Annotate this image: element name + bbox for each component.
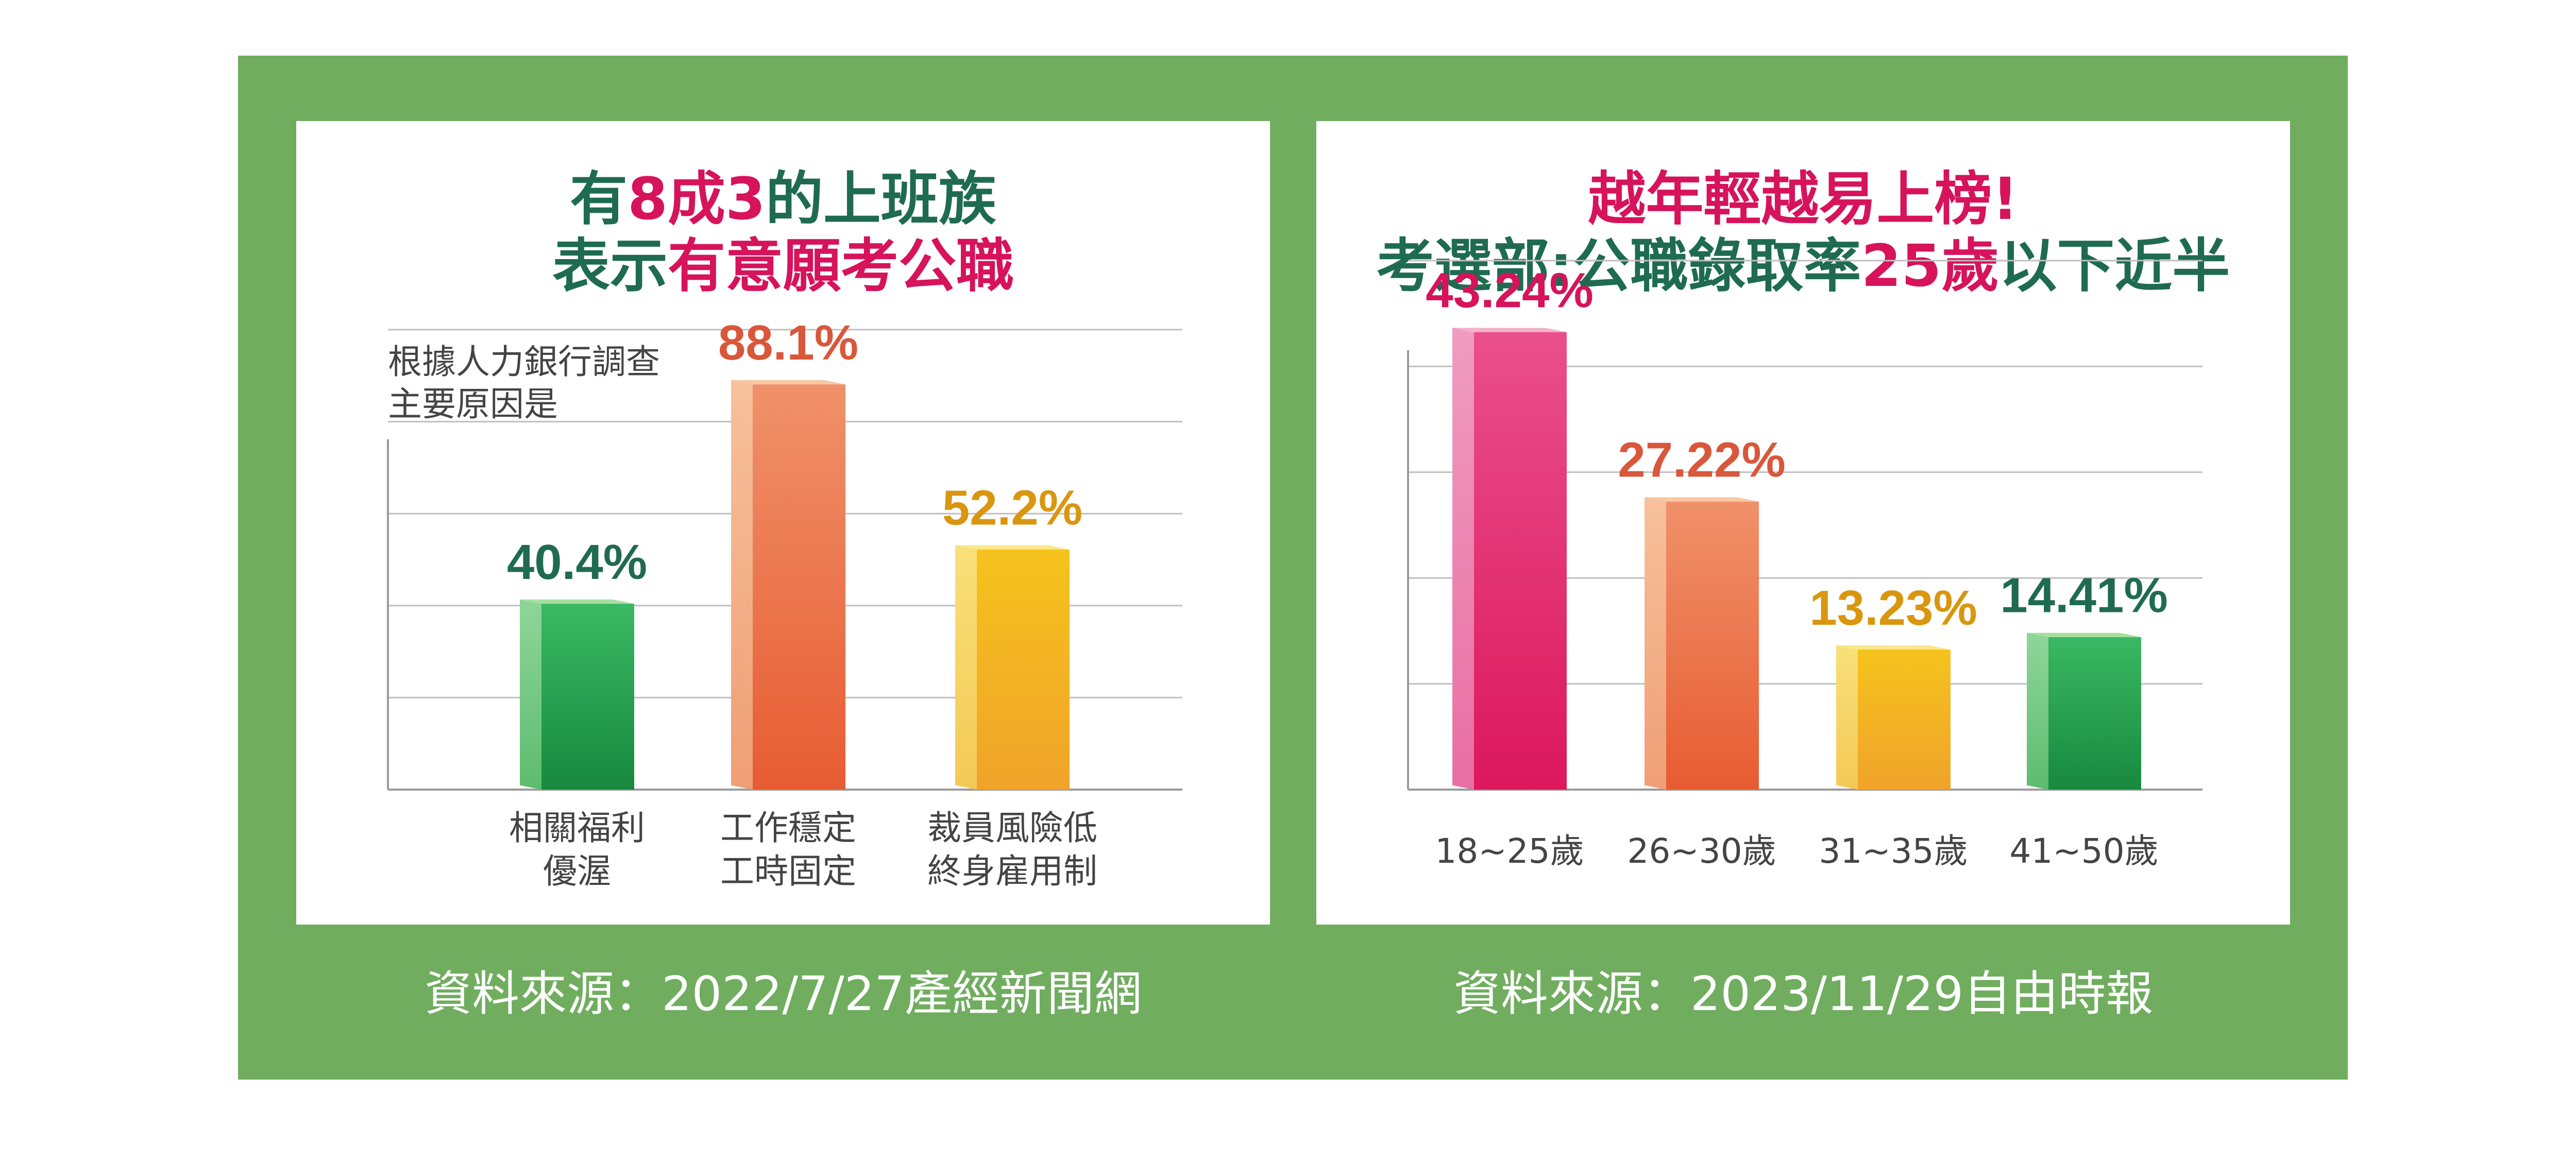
bar-front [1474,332,1567,790]
value-label: 52.2% [942,480,1082,535]
bar-front [1858,650,1951,790]
bar-top [731,380,845,385]
bar-side [520,599,541,790]
value-label: 88.1% [718,315,858,370]
bar-side [955,545,977,790]
bar-top [520,599,634,604]
category-label: 裁員風險低 [927,808,1097,848]
bar-top [1645,497,1759,502]
bar-4 [2027,633,2141,790]
left-title-highlight: 8成3 [628,166,766,233]
left-source: 資料來源：2022/7/27產經新聞網 [425,966,1142,1021]
right-title-part2: 以下近半 [1999,233,2230,300]
category-label: 相關福利 [509,808,645,848]
bar-front [1666,501,1759,790]
left-note-line2: 主要原因是 [388,384,558,424]
value-label: 40.4% [507,535,647,590]
left-title-line1: 有8成3的上班族 [296,163,1270,235]
left-title-part2: 的上班族 [765,166,996,233]
right-title-line2: 考選部:公職錄取率25歲以下近半 [1316,230,2290,302]
bar-side [731,380,753,790]
left-title-part1: 有 [570,166,628,233]
value-label: 14.41% [2000,568,2168,623]
bar-side [1836,645,1858,790]
bar-side [1452,328,1474,790]
left-title-line2: 表示有意願考公職 [296,230,1270,302]
right-title-highlight: 25歲 [1861,233,1999,300]
category-label: 18~25歲 [1435,831,1584,871]
bar-2 [731,380,845,790]
left-title-highlight2: 有意願考公職 [668,233,1014,300]
value-label: 43.24% [1426,263,1594,318]
category-label: 終身雇用制 [927,851,1097,891]
category-label: 工作穩定 [720,808,856,848]
left-chart-panel: 有8成3的上班族 表示有意願考公職 根據人力銀行調查 主要原因是 40.4% 相關… [296,121,1270,925]
bar-front [977,549,1070,790]
bar-top [955,545,1070,550]
bar-1 [1452,328,1567,790]
bar-3 [1836,645,1951,790]
value-label: 27.22% [1618,433,1786,488]
category-label: 工時固定 [720,851,856,891]
category-label: 26~30歲 [1627,831,1776,871]
left-note-line1: 根據人力銀行調查 [388,342,660,382]
bar-top [1452,328,1567,332]
bar-2 [1645,497,1759,790]
category-label: 31~35歲 [1819,831,1968,871]
right-bar-chart: 43.24% 18~25歲 27.22% 26~30歲 13.23% 31~35歲 14.4… [1407,260,2202,871]
bar-top [1836,645,1951,650]
right-chart-panel: 越年輕越易上榜! 考選部:公職錄取率25歲以下近半 43.24% 18~25歲 27… [1316,121,2290,925]
bar-front [753,384,845,790]
category-label: 41~50歲 [2009,831,2158,871]
bar-side [2027,633,2048,790]
value-label: 13.23% [1809,580,1977,636]
bar-1 [520,599,634,790]
bar-side [1645,497,1666,790]
left-title-part3: 表示 [552,233,668,300]
right-source: 資料來源：2023/11/29自由時報 [1453,966,2154,1021]
right-title-part1: 考選部:公職錄取率 [1376,233,1861,300]
category-label: 優渥 [543,851,611,891]
bar-front [2048,637,2141,790]
bar-top [2027,633,2141,638]
bar-3 [955,545,1070,790]
right-title-line1: 越年輕越易上榜! [1588,166,2019,233]
bar-front [541,604,634,790]
